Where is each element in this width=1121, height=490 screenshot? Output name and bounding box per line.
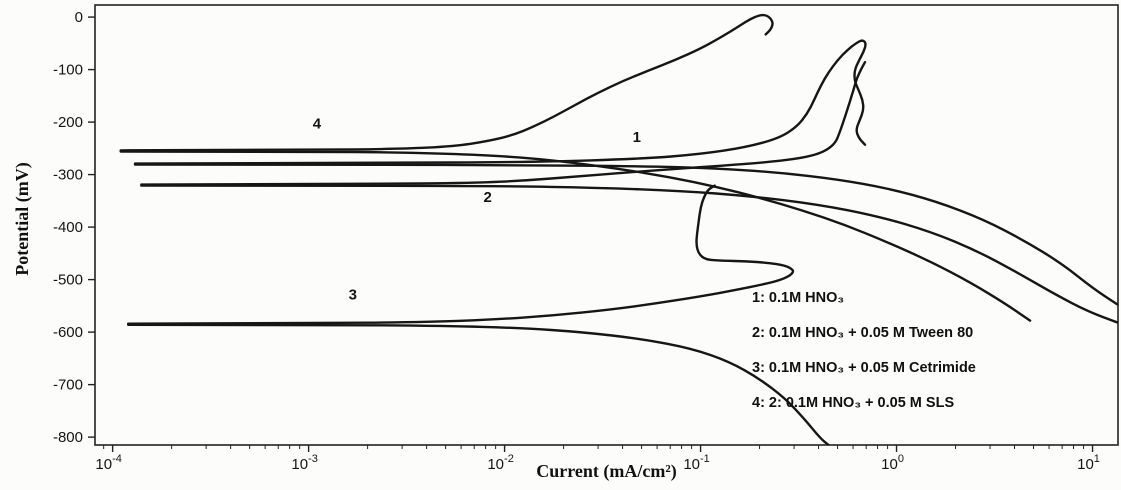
- y-tick-label: -800: [53, 429, 83, 446]
- y-tick-label: -200: [53, 114, 83, 131]
- x-axis-title: Current (mA/cm²): [536, 461, 677, 481]
- y-tick-label: -600: [53, 324, 83, 341]
- legend-line: 3: 0.1M HNO₃ + 0.05 M Cetrimide: [752, 360, 976, 376]
- x-tick-label: 10-2: [487, 453, 513, 473]
- curve-label-4: 4: [313, 115, 322, 132]
- x-tick-label: 101: [1077, 453, 1100, 473]
- curve-label-3: 3: [349, 287, 357, 304]
- legend-line: 1: 0.1M HNO₃: [752, 290, 845, 306]
- curve-3-cathodic: [126, 323, 830, 445]
- y-tick-label: -500: [53, 272, 83, 289]
- plot-frame: [94, 4, 1119, 446]
- curve-1-cathodic: [133, 163, 1118, 307]
- curve-2-anodic: [140, 61, 867, 186]
- curve-4-anodic: [119, 13, 774, 152]
- curves-group: [119, 13, 1118, 445]
- curve-2-cathodic: [140, 184, 1118, 324]
- x-tick-label: 10-4: [95, 453, 121, 473]
- curve-label-2: 2: [483, 189, 491, 206]
- x-tick-label: 100: [881, 453, 904, 473]
- y-tick-label: -300: [53, 167, 83, 184]
- legend-line: 4: 2: 0.1M HNO₃ + 0.05 M SLS: [752, 395, 955, 411]
- curve-1-anodic: [133, 39, 867, 165]
- y-tick-label: 0: [75, 9, 83, 26]
- curve-label-1: 1: [633, 129, 641, 146]
- curve-3-anodic: [126, 184, 795, 325]
- legend-line: 2: 0.1M HNO₃ + 0.05 M Tween 80: [752, 325, 974, 341]
- legend: 1: 0.1M HNO₃ 2: 0.1M HNO₃ + 0.05 M Tween…: [752, 281, 976, 421]
- y-tick-label: -700: [53, 377, 83, 394]
- y-tick-label: -400: [53, 219, 83, 236]
- curve-4-cathodic: [119, 150, 1032, 322]
- x-tick-label: 10-1: [683, 453, 709, 473]
- x-tick-label: 10-3: [291, 453, 317, 473]
- y-axis-title: Potential (mV): [12, 162, 32, 276]
- y-tick-label: -100: [53, 62, 83, 79]
